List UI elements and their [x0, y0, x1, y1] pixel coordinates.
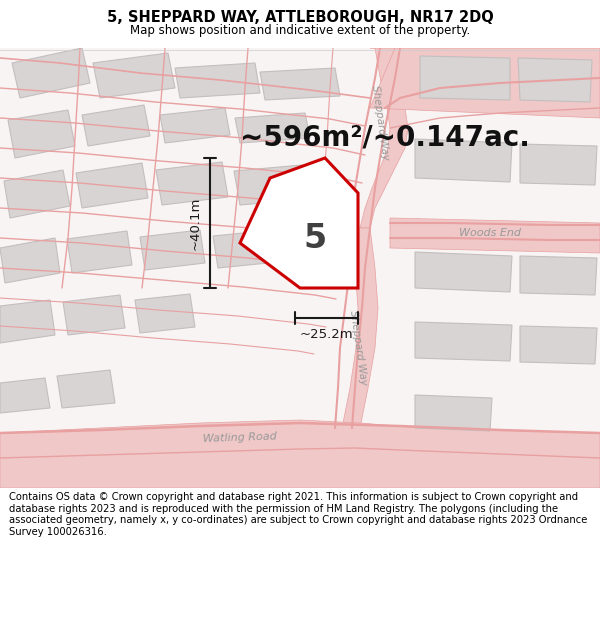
Polygon shape	[520, 256, 597, 295]
Polygon shape	[4, 170, 70, 218]
Polygon shape	[82, 105, 150, 146]
Text: Sheppard Way: Sheppard Way	[370, 85, 390, 161]
Polygon shape	[93, 53, 175, 98]
Polygon shape	[0, 378, 50, 413]
Polygon shape	[213, 230, 278, 268]
Polygon shape	[518, 58, 592, 102]
Text: Map shows position and indicative extent of the property.: Map shows position and indicative extent…	[130, 24, 470, 38]
Polygon shape	[63, 295, 125, 335]
Polygon shape	[140, 230, 205, 270]
Polygon shape	[390, 218, 600, 253]
Polygon shape	[0, 48, 600, 488]
Text: Watling Road: Watling Road	[203, 432, 277, 444]
Polygon shape	[415, 252, 512, 292]
Text: ~596m²/~0.147ac.: ~596m²/~0.147ac.	[240, 124, 530, 152]
Text: Woods End: Woods End	[459, 228, 521, 238]
Polygon shape	[240, 158, 358, 288]
Polygon shape	[415, 395, 492, 431]
Polygon shape	[520, 326, 597, 364]
Polygon shape	[156, 162, 228, 205]
Polygon shape	[520, 144, 597, 185]
Polygon shape	[175, 63, 260, 98]
Polygon shape	[234, 165, 308, 205]
Text: ~40.1m: ~40.1m	[189, 196, 202, 249]
Polygon shape	[415, 139, 512, 182]
Text: Contains OS data © Crown copyright and database right 2021. This information is : Contains OS data © Crown copyright and d…	[9, 492, 587, 537]
Polygon shape	[8, 110, 75, 158]
Polygon shape	[260, 68, 340, 100]
Polygon shape	[12, 48, 90, 98]
Polygon shape	[235, 113, 310, 143]
Polygon shape	[160, 108, 230, 143]
Text: 5, SHEPPARD WAY, ATTLEBOROUGH, NR17 2DQ: 5, SHEPPARD WAY, ATTLEBOROUGH, NR17 2DQ	[107, 9, 493, 24]
Polygon shape	[335, 228, 378, 488]
Polygon shape	[0, 238, 60, 283]
Polygon shape	[76, 163, 148, 208]
Polygon shape	[415, 322, 512, 361]
Polygon shape	[57, 370, 115, 408]
Polygon shape	[370, 48, 600, 118]
Polygon shape	[135, 294, 195, 333]
Text: ~25.2m: ~25.2m	[299, 328, 353, 341]
Text: Sheppard Way: Sheppard Way	[348, 310, 368, 386]
Polygon shape	[0, 300, 55, 343]
Polygon shape	[420, 56, 510, 100]
Polygon shape	[67, 231, 132, 273]
Polygon shape	[0, 420, 600, 488]
Text: 5: 5	[304, 221, 326, 254]
Polygon shape	[360, 48, 408, 228]
